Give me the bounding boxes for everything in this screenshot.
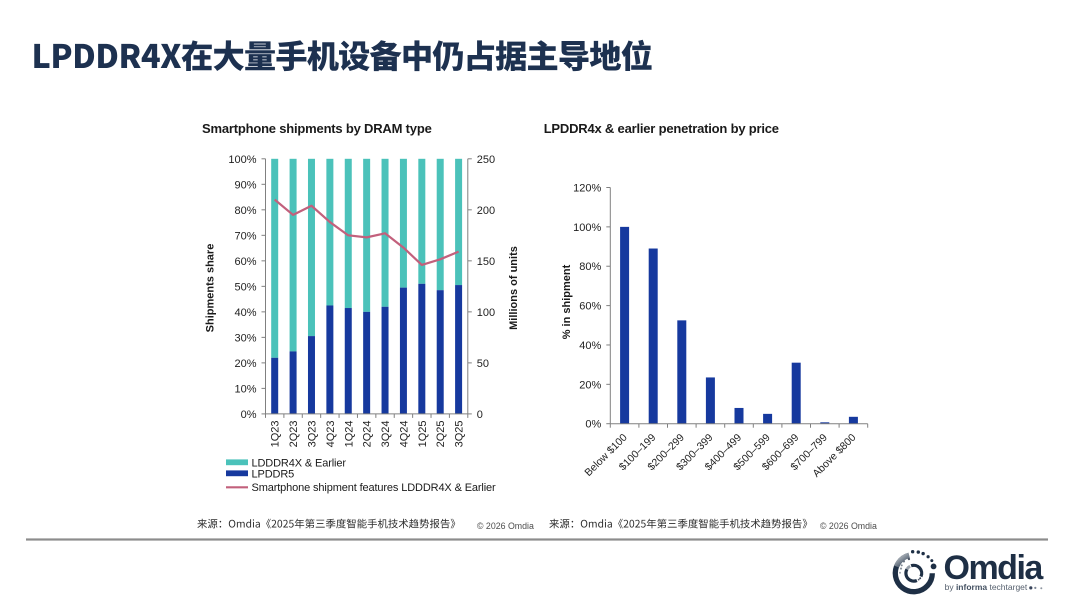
svg-text:Omdia: Omdia [944,549,1045,587]
svg-text:Smartphone shipments by DRAM t: Smartphone shipments by DRAM type [202,121,432,136]
svg-text:% in shipment: % in shipment [561,264,573,339]
svg-text:2Q25: 2Q25 [435,421,447,448]
svg-text:80%: 80% [234,205,256,217]
svg-text:3Q25: 3Q25 [454,421,466,448]
svg-text:30%: 30% [234,332,256,344]
svg-text:120%: 120% [573,183,601,195]
svg-text:LPDDR5: LPDDR5 [252,468,295,480]
svg-text:LPDDR4x & earlier penetration: LPDDR4x & earlier penetration by price [544,121,779,136]
svg-text:2Q23: 2Q23 [288,421,300,448]
svg-text:100: 100 [477,307,495,319]
svg-text:1Q24: 1Q24 [343,421,355,448]
svg-text:250: 250 [477,154,495,166]
svg-text:by informa techtarget: by informa techtarget [945,582,1028,592]
svg-text:100%: 100% [573,222,601,234]
svg-text:2Q24: 2Q24 [362,421,374,448]
svg-text:90%: 90% [234,179,256,191]
svg-text:3Q24: 3Q24 [380,421,392,448]
svg-text:20%: 20% [579,379,601,391]
svg-text:100%: 100% [228,154,256,166]
svg-text:0: 0 [477,409,483,421]
svg-text:200: 200 [477,205,495,217]
svg-text:1Q25: 1Q25 [417,421,429,448]
svg-text:Smartphone shipment features L: Smartphone shipment features LDDDR4X & E… [252,482,497,494]
svg-text:60%: 60% [234,256,256,268]
svg-text:4Q23: 4Q23 [325,421,337,448]
svg-text:40%: 40% [579,340,601,352]
svg-text:Shipments share: Shipments share [205,244,217,333]
svg-text:0%: 0% [241,409,257,421]
svg-text:50: 50 [477,358,489,370]
svg-text:50%: 50% [234,281,256,293]
svg-text:Millions of units: Millions of units [508,246,520,330]
svg-text:LDDDR4X & Earlier: LDDDR4X & Earlier [252,457,347,469]
svg-text:20%: 20% [234,358,256,370]
svg-text:4Q24: 4Q24 [398,421,410,448]
svg-text:1Q23: 1Q23 [270,421,282,448]
svg-text:0%: 0% [585,419,601,431]
svg-text:60%: 60% [579,301,601,313]
svg-text:150: 150 [477,256,495,268]
svg-text:© 2026 Omdia: © 2026 Omdia [820,521,877,531]
svg-text:80%: 80% [579,261,601,273]
svg-text:70%: 70% [234,230,256,242]
svg-text:40%: 40% [234,307,256,319]
svg-text:10%: 10% [234,383,256,395]
svg-text:© 2026 Omdia: © 2026 Omdia [477,521,534,531]
svg-text:3Q23: 3Q23 [306,421,318,448]
